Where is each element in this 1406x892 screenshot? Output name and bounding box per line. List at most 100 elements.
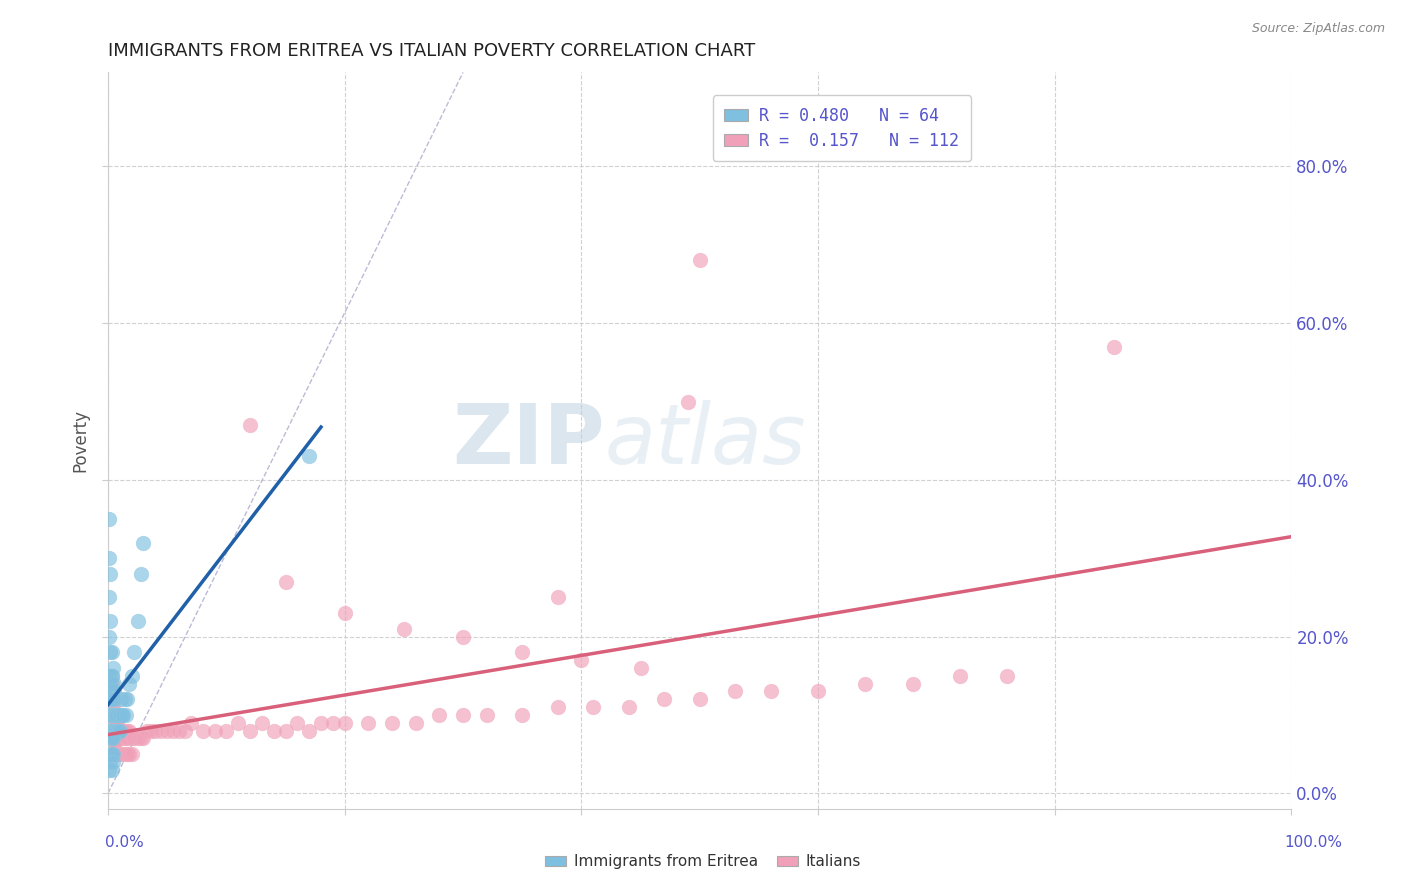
Point (98, 669, 121, 683)
Point (98, 723, 121, 738)
Point (101, 723, 124, 738)
Point (724, 684, 747, 698)
Point (322, 715, 344, 730)
Point (101, 715, 124, 730)
Point (215, 723, 238, 738)
Point (143, 723, 166, 738)
Point (100, 731, 122, 746)
Point (105, 708, 128, 723)
Point (105, 715, 128, 730)
Point (250, 715, 273, 730)
Point (98, 708, 121, 723)
Point (98, 551, 121, 566)
Text: IMMIGRANTS FROM ERITREA VS ITALIAN POVERTY CORRELATION CHART: IMMIGRANTS FROM ERITREA VS ITALIAN POVER… (108, 42, 755, 60)
Point (547, 591, 569, 605)
Point (114, 723, 136, 738)
Point (167, 723, 190, 738)
Point (98, 566, 121, 581)
Point (405, 715, 427, 730)
Point (129, 566, 152, 581)
Point (122, 645, 145, 659)
Point (150, 723, 173, 738)
Point (108, 723, 131, 738)
Point (110, 731, 132, 746)
Point (333, 606, 356, 620)
Point (101, 708, 124, 723)
Point (204, 723, 226, 738)
Point (104, 708, 127, 723)
Point (111, 708, 134, 723)
Point (103, 715, 125, 730)
Point (118, 723, 141, 738)
Point (630, 661, 652, 675)
Point (98, 692, 121, 706)
Point (115, 692, 138, 706)
Point (451, 630, 474, 644)
Point (136, 723, 159, 738)
Point (98, 669, 121, 683)
Point (107, 723, 129, 738)
Point (100, 715, 122, 730)
Point (156, 723, 179, 738)
Point (298, 723, 321, 738)
Point (510, 708, 533, 723)
Point (100, 747, 122, 761)
Point (162, 723, 184, 738)
Point (104, 723, 127, 738)
Point (98, 676, 121, 690)
Point (226, 715, 249, 730)
Text: atlas: atlas (605, 401, 807, 481)
Point (107, 731, 129, 746)
Point (127, 614, 149, 628)
Point (107, 747, 129, 761)
Point (118, 676, 141, 690)
Point (98, 755, 121, 769)
Point (112, 731, 135, 746)
Point (132, 535, 155, 549)
Point (105, 747, 128, 761)
Point (114, 731, 136, 746)
Point (101, 684, 124, 698)
Point (689, 692, 711, 706)
Point (100, 669, 122, 683)
Point (239, 418, 262, 433)
Point (101, 739, 124, 754)
Point (103, 708, 125, 723)
Point (111, 723, 134, 738)
Point (114, 692, 136, 706)
Point (103, 747, 125, 761)
Point (100, 708, 122, 723)
Point (98, 731, 121, 746)
Point (121, 747, 143, 761)
Point (263, 723, 285, 738)
Point (392, 622, 415, 636)
Point (114, 747, 136, 761)
Point (652, 692, 675, 706)
Point (98, 645, 121, 659)
Point (103, 723, 125, 738)
Point (139, 723, 162, 738)
Point (112, 708, 135, 723)
Point (105, 731, 128, 746)
Point (100, 763, 122, 777)
Point (357, 715, 380, 730)
Point (807, 684, 830, 698)
Point (107, 715, 129, 730)
Point (274, 574, 297, 589)
Point (98, 723, 121, 738)
Point (98, 708, 121, 723)
Point (105, 723, 128, 738)
Point (569, 653, 592, 667)
Point (104, 747, 127, 761)
Point (617, 700, 640, 714)
Point (101, 661, 124, 675)
Point (107, 708, 129, 723)
Point (298, 450, 321, 464)
Point (174, 723, 197, 738)
Text: 100.0%: 100.0% (1285, 836, 1343, 850)
Text: 0.0%: 0.0% (105, 836, 145, 850)
Point (103, 739, 125, 754)
Text: ZIP: ZIP (453, 401, 605, 481)
Point (107, 708, 129, 723)
Point (1102, 340, 1125, 354)
